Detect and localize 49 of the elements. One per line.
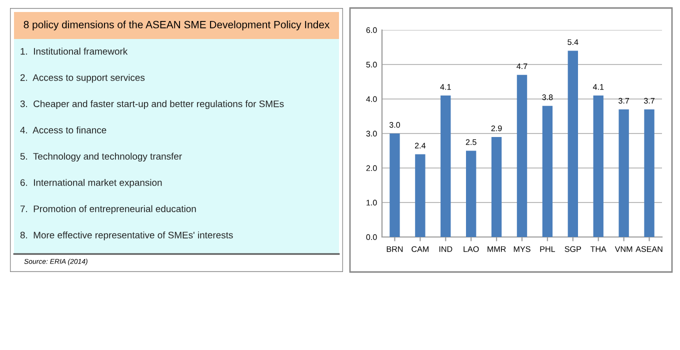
- x-tick-label: SGP: [564, 246, 581, 252]
- text: 1. Institutional framework: [20, 48, 128, 55]
- x-tick-label: IND: [439, 246, 452, 252]
- text: 4. Access to finance: [20, 126, 106, 134]
- x-tick-label: CAM: [412, 246, 428, 252]
- bar: [542, 106, 553, 237]
- data-label: 4.1: [592, 84, 604, 90]
- x-tick-label: BRN: [386, 246, 403, 252]
- text: 7. Promotion of entrepreneurial education: [20, 205, 196, 214]
- x-tick-label: PHL: [540, 246, 556, 252]
- data-label: 5.4: [568, 39, 578, 45]
- bar: [390, 134, 400, 237]
- x-tick-label: MYS: [514, 246, 530, 252]
- bar: [466, 150, 476, 237]
- text: 5. Technology and technology transfer: [20, 152, 182, 162]
- text: 8 policy dimensions of the ASEAN SME Development Policy Index: [24, 20, 330, 30]
- data-label: 3.7: [618, 98, 630, 104]
- x-tick-label: THA: [590, 246, 606, 252]
- data-label: 2.4: [414, 142, 426, 148]
- y-tick-label: 4.0: [366, 96, 377, 102]
- y-tick-label: 5.0: [366, 62, 377, 68]
- bar: [568, 50, 578, 237]
- text: 6. International market expansion: [20, 178, 162, 188]
- bar: [618, 109, 629, 237]
- bar: [593, 96, 604, 237]
- data-label: 3.0: [389, 122, 400, 128]
- x-tick-label: ASEAN: [636, 246, 662, 252]
- data-label: 4.1: [440, 84, 451, 90]
- text: 2. Access to support services: [20, 74, 145, 83]
- x-tick-label: VNM: [614, 246, 632, 252]
- data-label: 3.8: [542, 94, 553, 100]
- y-tick-label: 6.0: [366, 27, 377, 33]
- data-label: 4.7: [516, 63, 528, 70]
- x-tick-label: LAO: [464, 246, 479, 252]
- data-label: 2.5: [466, 139, 476, 145]
- bar: [440, 96, 451, 237]
- y-tick-label: 1.0: [366, 200, 377, 206]
- bar: [644, 109, 654, 237]
- bar: [516, 74, 528, 237]
- y-tick-label: 0.0: [366, 234, 377, 240]
- x-tick-label: MMR: [488, 246, 506, 252]
- text: 3. Cheaper and faster start-up and better regulations for SMEs: [20, 100, 284, 110]
- data-label: 2.9: [491, 125, 502, 132]
- bar: [491, 136, 502, 237]
- data-label: 3.7: [644, 98, 654, 104]
- y-tick-label: 3.0: [366, 130, 377, 136]
- bar: [415, 154, 426, 237]
- y-tick-label: 2.0: [366, 165, 377, 171]
- text: 8. More effective representative of SMEs' interests: [20, 231, 233, 240]
